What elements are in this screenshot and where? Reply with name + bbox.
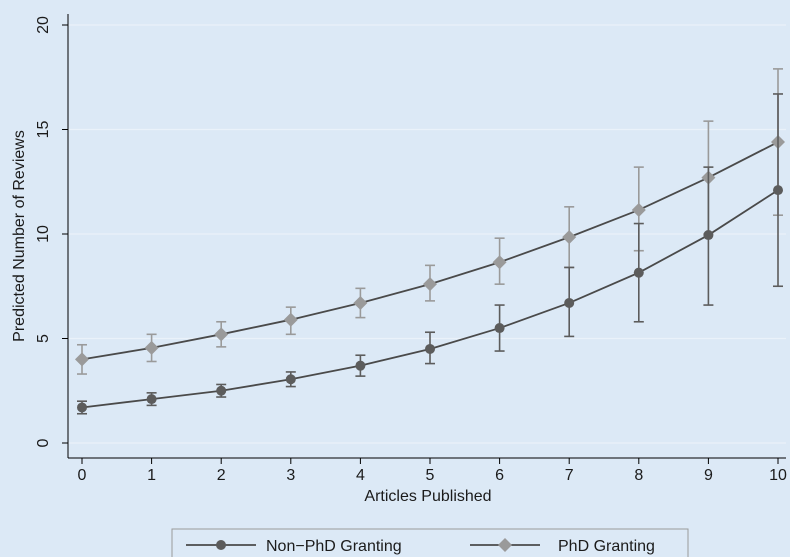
axis-ticks: 0 5 10 15 20 0 1 2 3 4 5 6 7 8 9 10 xyxy=(35,16,787,484)
y-tick-label: 0 xyxy=(35,438,52,447)
data-point xyxy=(144,340,159,355)
data-point xyxy=(492,255,507,270)
legend-label-nonphd: Non−PhD Granting xyxy=(266,538,402,555)
x-tick-label: 6 xyxy=(495,467,504,484)
data-point xyxy=(425,343,435,354)
legend-box xyxy=(171,528,689,557)
x-tick-label: 3 xyxy=(286,467,295,484)
plot-series xyxy=(75,68,785,415)
series-non-phd xyxy=(77,93,783,415)
y-axis-title: Predicted Number of Reviews xyxy=(11,130,28,342)
x-tick-label: 7 xyxy=(565,467,574,484)
x-tick-label: 4 xyxy=(356,467,365,484)
data-point xyxy=(633,267,644,278)
x-axis-title: Articles Published xyxy=(364,488,491,505)
x-tick-label: 5 xyxy=(426,467,435,484)
x-tick-label: 1 xyxy=(147,467,156,484)
data-point xyxy=(423,277,437,292)
data-point xyxy=(703,230,714,241)
y-tick-label: 5 xyxy=(35,334,52,343)
series-phd xyxy=(75,68,785,375)
legend-marker-nonphd xyxy=(216,540,226,550)
data-point xyxy=(146,394,157,405)
data-point xyxy=(631,202,646,217)
data-point xyxy=(75,352,89,367)
data-point xyxy=(562,230,577,245)
data-point xyxy=(355,360,366,371)
data-point xyxy=(773,185,783,196)
legend-label-phd: PhD Granting xyxy=(558,538,655,555)
data-point xyxy=(564,297,575,308)
legend: Non−PhD Granting PhD Granting xyxy=(171,528,689,557)
data-point xyxy=(285,374,296,385)
legend-marker-phd xyxy=(498,538,512,552)
grid-lines xyxy=(68,24,786,444)
x-tick-label: 0 xyxy=(78,467,87,484)
data-point xyxy=(494,323,505,334)
x-tick-label: 10 xyxy=(769,467,787,484)
x-tick-label: 8 xyxy=(634,467,643,484)
data-point xyxy=(283,312,298,327)
y-tick-label: 10 xyxy=(35,225,52,243)
data-point xyxy=(77,402,87,413)
y-tick-label: 15 xyxy=(35,121,52,139)
data-point xyxy=(353,295,368,310)
x-tick-label: 9 xyxy=(704,467,713,484)
y-tick-label: 20 xyxy=(35,16,52,34)
data-point xyxy=(216,385,227,396)
data-point xyxy=(214,327,229,342)
x-tick-label: 2 xyxy=(217,467,226,484)
